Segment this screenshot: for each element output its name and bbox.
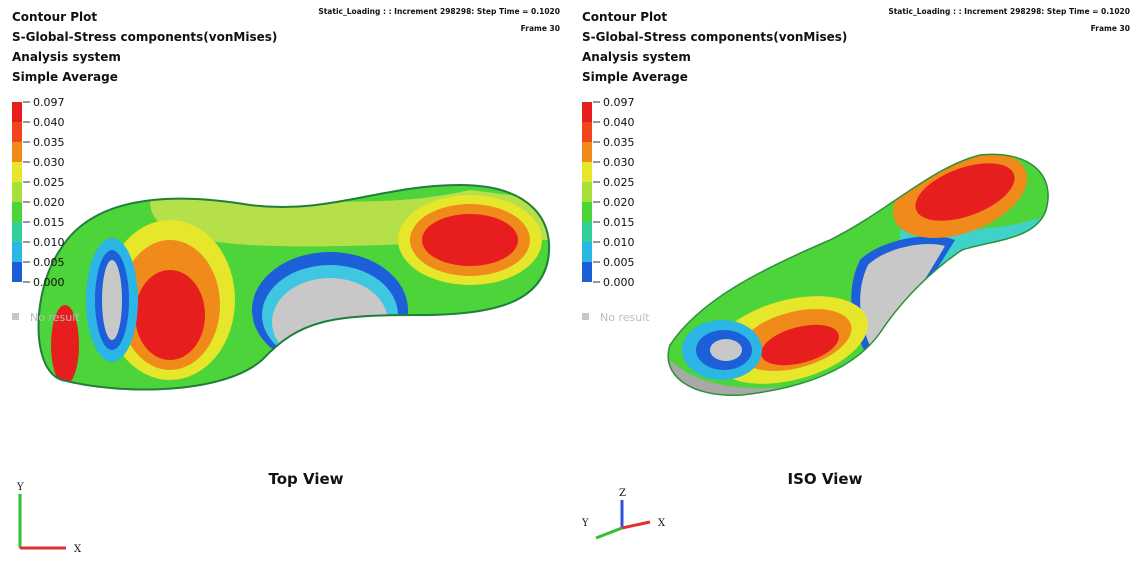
header-line: Analysis system (12, 50, 121, 64)
legend-label: 0.020 (603, 196, 635, 209)
legend-band (12, 262, 22, 282)
axis-label: X (658, 518, 666, 529)
legend-label: 0.035 (603, 136, 635, 149)
legend-band (12, 202, 22, 222)
legend-band (582, 142, 592, 162)
legend-label: 0.010 (603, 236, 635, 249)
legend-label: 0.015 (33, 216, 65, 229)
iso-view-outline (667, 153, 1049, 396)
header-line: Analysis system (582, 50, 691, 64)
legend-band (582, 162, 592, 182)
legend-band (12, 222, 22, 242)
legend-label: 0.010 (33, 236, 65, 249)
header-line: S-Global-Stress components(vonMises) (582, 30, 847, 44)
legend-band (582, 102, 592, 122)
legend-label: 0.040 (603, 116, 635, 129)
legend-label: 0.040 (33, 116, 65, 129)
legend-label: 0.000 (33, 276, 65, 289)
iso-view-model (668, 154, 1049, 396)
step-info: Static_Loading : : Increment 298298: Ste… (318, 7, 560, 16)
legend-label: 0.000 (603, 276, 635, 289)
legend-label: 0.035 (33, 136, 65, 149)
top-view-model (38, 185, 550, 390)
legend-band (12, 182, 22, 202)
legend-no-result-swatch (582, 313, 589, 320)
axis-label: Y (16, 482, 24, 493)
legend-label: 0.005 (33, 256, 65, 269)
header-line: Contour Plot (12, 10, 97, 24)
legend-band (582, 182, 592, 202)
legend-band (582, 202, 592, 222)
step-info: Static_Loading : : Increment 298298: Ste… (888, 7, 1130, 16)
axis-label: Y (581, 518, 589, 529)
legend-label: 0.005 (603, 256, 635, 269)
legend-label: 0.097 (603, 96, 635, 109)
legend-label: 0.025 (603, 176, 635, 189)
header-line: S-Global-Stress components(vonMises) (12, 30, 277, 44)
legend-band (12, 102, 22, 122)
legend-band (12, 122, 22, 142)
legend-label: 0.015 (603, 216, 635, 229)
legend-band (12, 162, 22, 182)
view-caption: ISO View (788, 470, 863, 488)
legend-no-result: No result (600, 311, 650, 324)
legend-band (582, 262, 592, 282)
view-caption: Top View (268, 470, 343, 488)
legend-band (582, 222, 592, 242)
legend-label: 0.030 (603, 156, 635, 169)
legend-label: 0.020 (33, 196, 65, 209)
top-view-outline (37, 183, 551, 391)
axis-label: X (74, 544, 82, 555)
legend-no-result-swatch (12, 313, 19, 320)
header-line: Simple Average (12, 70, 118, 84)
legend-band (582, 242, 592, 262)
legend-label: 0.025 (33, 176, 65, 189)
frame-info: Frame 30 (1091, 24, 1130, 33)
header-line: Contour Plot (582, 10, 667, 24)
axis-triad: Z Y X (581, 488, 666, 540)
legend-band (12, 142, 22, 162)
legend-no-result: No result (30, 311, 80, 324)
header-line: Simple Average (582, 70, 688, 84)
legend-label: 0.097 (33, 96, 65, 109)
legend-label: 0.030 (33, 156, 65, 169)
legend-band (12, 242, 22, 262)
axis-triad: Y X (16, 482, 82, 555)
axis-label: Z (619, 488, 626, 499)
legend-band (582, 122, 592, 142)
frame-info: Frame 30 (521, 24, 560, 33)
